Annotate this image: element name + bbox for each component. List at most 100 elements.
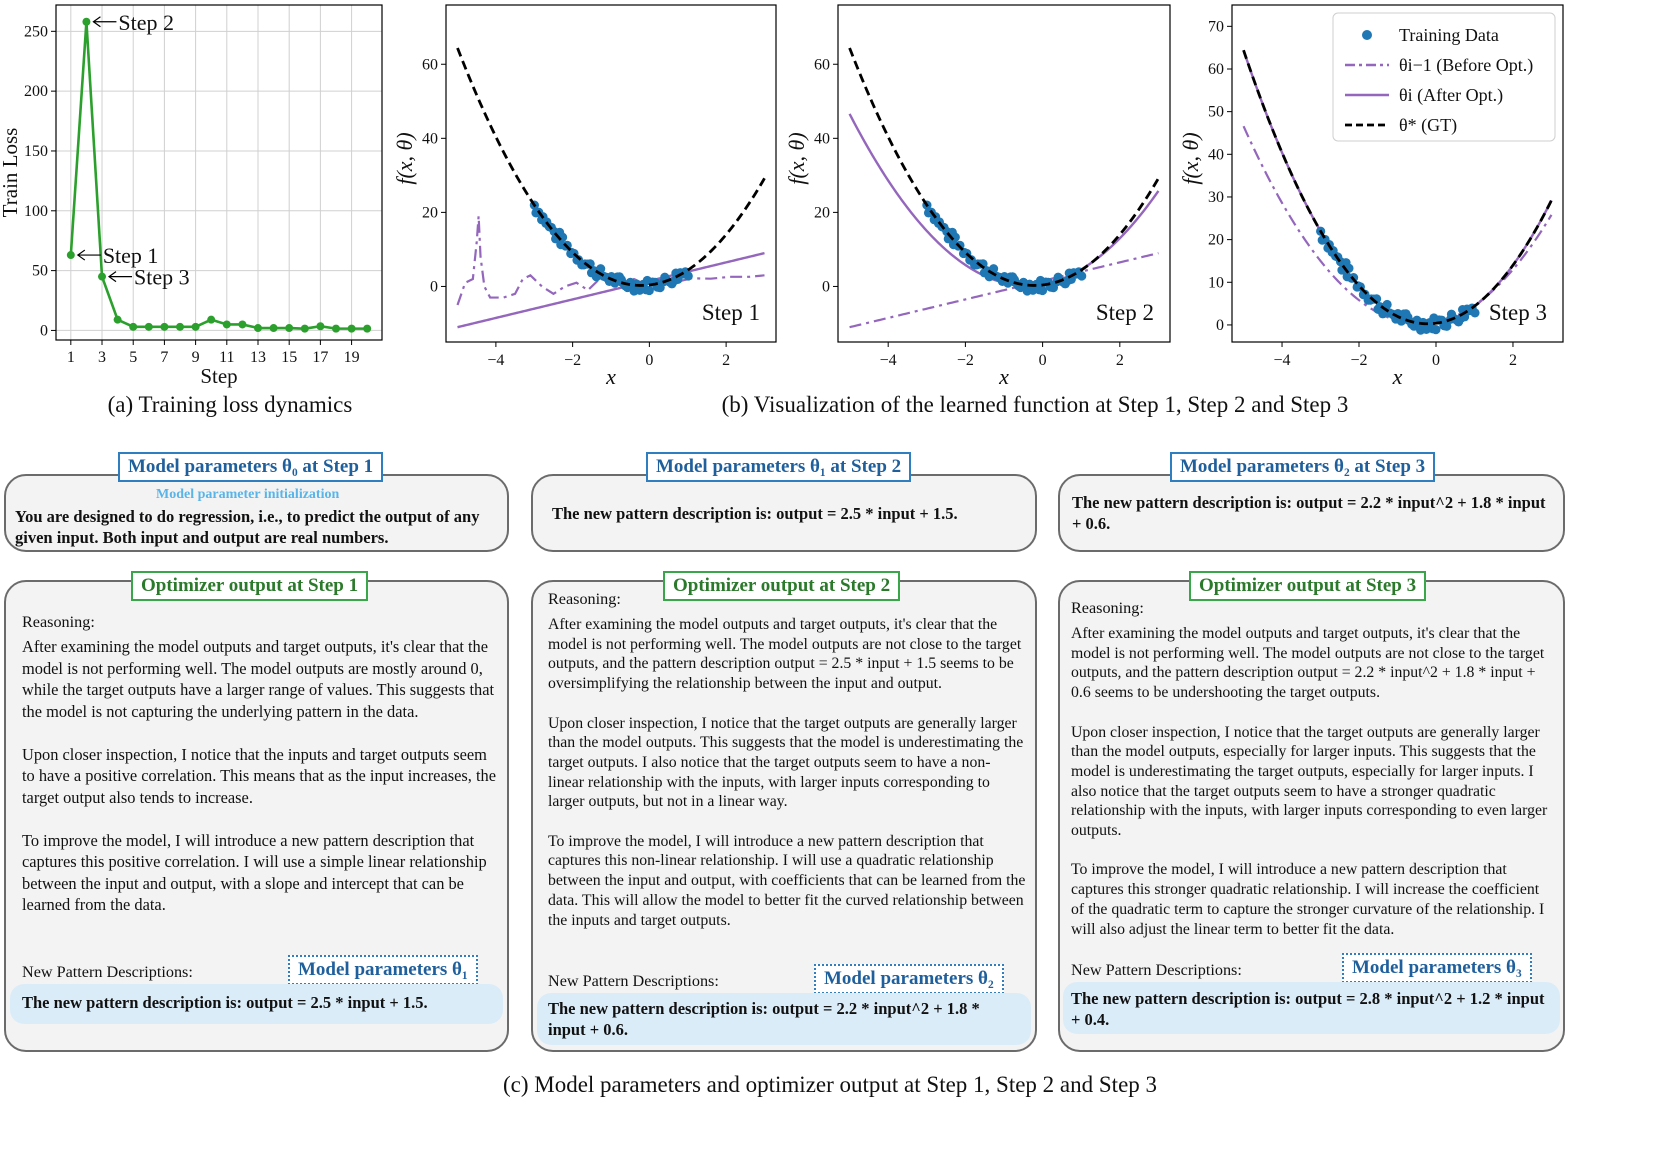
x-tick-label: 0: [1432, 352, 1440, 369]
y-tick-label: 70: [1208, 18, 1224, 35]
y-tick-label: 250: [24, 23, 48, 40]
loss-point: [363, 324, 372, 333]
loss-point: [300, 324, 309, 333]
training-data-point: [683, 271, 693, 281]
caption-c: (c) Model parameters and optimizer outpu…: [502, 1072, 1158, 1097]
loss-point: [331, 324, 340, 333]
step-label: Step 1: [702, 300, 760, 325]
model-params-text-2: The new pattern description is: output =…: [552, 504, 958, 523]
loss-point: [176, 322, 185, 331]
training-data-point: [644, 285, 654, 296]
ground-truth-curve: [1242, 49, 1553, 326]
training-data-point: [1037, 285, 1048, 296]
loss-point: [129, 322, 138, 331]
after-opt-curve: [457, 251, 765, 329]
x-tick-label: 1: [67, 349, 75, 366]
y-tick-label: 150: [24, 143, 48, 160]
y-axis-label: Train Loss: [0, 128, 22, 218]
figure-charts: 1 3 5 7 9 11 13 15 17 19050100150200250StepTrain …: [0, 4, 1564, 389]
loss-point: [144, 322, 153, 331]
x-tick-label: 2: [1116, 352, 1124, 369]
legend-label: θi−1 (Before Opt.): [1399, 55, 1533, 76]
step-label: Step 2: [1096, 300, 1154, 325]
y-tick-label: 0: [40, 322, 48, 339]
y-tick-label: 200: [24, 83, 48, 100]
optimizer-title-3: Optimizer output at Step 3: [1189, 571, 1427, 601]
legend-marker-training-data: [1362, 30, 1372, 40]
loss-point: [160, 322, 169, 331]
before-opt-curve: [456, 216, 765, 306]
x-axis-label: x: [998, 364, 1009, 389]
model-params-text-1: You are designed to do regression, i.e.,…: [15, 507, 480, 547]
x-axis-label: Step: [200, 364, 237, 388]
model-params-title-1: Model parameters θ₀ at Step 1: [118, 452, 384, 482]
legend-label: θ* (GT): [1399, 115, 1457, 136]
plot-frame-a: [55, 4, 383, 341]
ground-truth-curve: [848, 47, 1160, 287]
x-tick-label: 2: [722, 352, 730, 369]
legend-box: [1332, 12, 1556, 142]
loss-point: [347, 324, 356, 333]
y-axis-label: f(x, θ): [392, 132, 417, 184]
reasoning-text-1: After examining the model outputs and ta…: [22, 637, 496, 914]
reasoning-label-2: Reasoning:: [548, 590, 621, 608]
annotation-arrowhead: [76, 249, 86, 261]
y-tick-label: 30: [1208, 189, 1224, 206]
step-label: Step 3: [1489, 300, 1547, 325]
x-tick-label: 7: [160, 349, 168, 366]
y-tick-label: 20: [814, 204, 830, 221]
x-tick-label: −4: [1274, 352, 1291, 369]
x-tick-label: 5: [129, 349, 137, 366]
loss-point: [191, 322, 200, 331]
loss-point: [316, 322, 325, 331]
loss-point: [222, 320, 231, 329]
y-tick-label: 0: [822, 278, 830, 295]
x-tick-label: 17: [312, 349, 328, 366]
y-tick-label: 40: [422, 130, 438, 147]
plot-area-3: [1242, 49, 1553, 335]
loss-point: [285, 324, 294, 333]
x-tick-label: −4: [880, 352, 897, 369]
plot-area-1: [456, 47, 766, 329]
loss-point: [66, 251, 75, 260]
new-pattern-highlight-3: [1063, 982, 1560, 1034]
after-opt-curve: [848, 113, 1160, 287]
legend-label: Training Data: [1399, 25, 1499, 45]
y-axis-label: f(x, θ): [784, 132, 809, 184]
plot-frame-3: [1231, 4, 1564, 343]
plot-frame-1: [445, 4, 777, 343]
loss-point: [113, 315, 122, 324]
x-tick-label: 0: [645, 352, 653, 369]
x-tick-label: 13: [250, 349, 266, 366]
new-pattern-label-2: New Pattern Descriptions:: [548, 972, 719, 990]
plot-frame-2: [837, 4, 1171, 343]
y-tick-label: 40: [814, 130, 830, 147]
caption-b: (b) Visualization of the learned functio…: [721, 392, 1349, 417]
loss-point: [253, 324, 262, 333]
training-data-point: [1442, 321, 1452, 331]
loss-point: [98, 272, 107, 281]
x-tick-label: −2: [1350, 352, 1367, 369]
model-params-panel-2: [531, 474, 1037, 552]
x-tick-label: 15: [281, 349, 297, 366]
annotation-label: Step 2: [118, 10, 174, 35]
reasoning-text-2: After examining the model outputs and ta…: [548, 616, 1026, 929]
x-tick-label: 3: [98, 349, 106, 366]
reasoning-label-3: Reasoning:: [1071, 599, 1144, 617]
annotation-arrowhead: [107, 271, 117, 283]
new-pattern-label-1: New Pattern Descriptions:: [22, 963, 193, 981]
training-data-point: [1470, 308, 1480, 318]
y-tick-label: 0: [430, 278, 438, 295]
new-pattern-text-2: The new pattern description is: output =…: [548, 999, 980, 1039]
loss-point: [269, 324, 278, 333]
model-params-title-3: Model parameters θ₂ at Step 3: [1170, 452, 1436, 482]
optimizer-title-1: Optimizer output at Step 1: [131, 571, 369, 601]
model-params-title-2: Model parameters θ₁ at Step 2: [646, 452, 912, 482]
plot-area-2: [848, 47, 1160, 329]
next-params-tag-3: Model parameters θ₃: [1342, 953, 1532, 983]
annotation-label: Step 3: [134, 265, 190, 290]
y-tick-label: 50: [1208, 104, 1224, 121]
training-data-point: [1431, 325, 1441, 335]
y-tick-label: 60: [422, 56, 438, 73]
loss-point: [207, 315, 216, 324]
